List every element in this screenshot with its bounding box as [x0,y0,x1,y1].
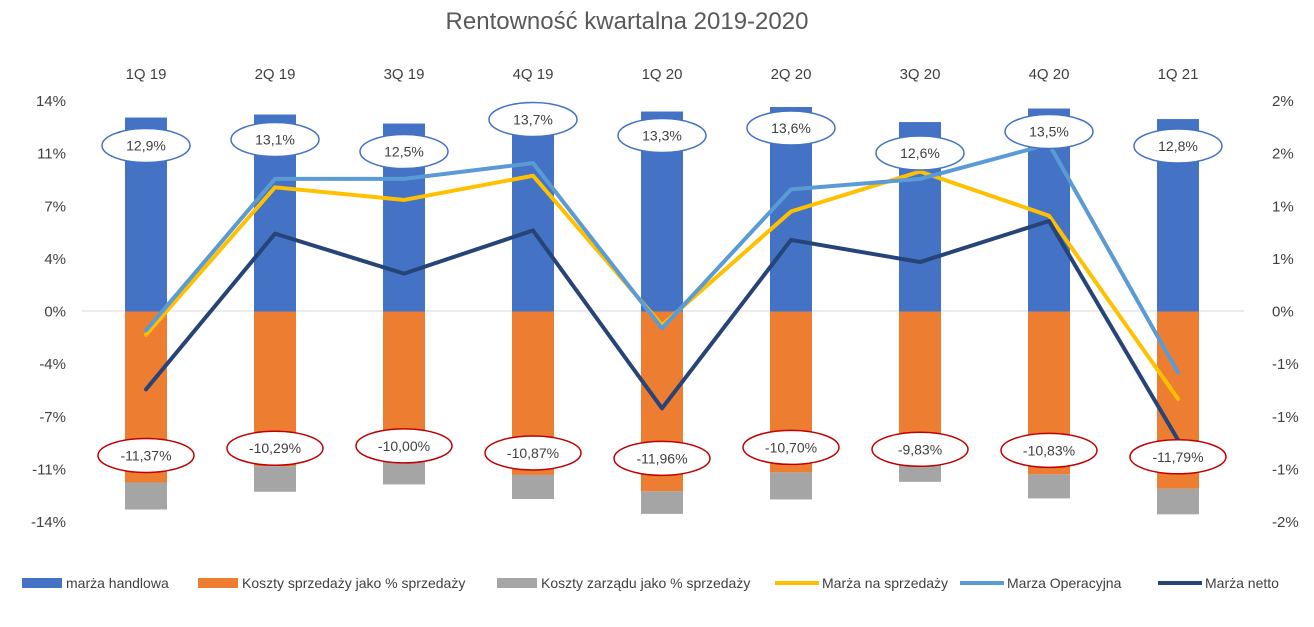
series-line [144,142,1180,375]
data-label: 12,9% [126,138,166,154]
category-label: 4Q 19 [513,66,554,83]
y-right-tick-label: 0% [1272,304,1294,321]
data-label: -10,83% [1023,442,1075,458]
y-right-tick-label: 2% [1272,146,1294,163]
y-left-tick-label: 4% [44,251,66,268]
data-label-bubble [1133,128,1223,164]
bar [125,482,167,510]
bar [1028,474,1070,499]
data-label-bubble [1004,113,1094,150]
y-left-tick-label: -11% [32,461,66,478]
data-label-bubble [617,117,707,154]
bar [383,461,425,485]
data-label-bubble [359,133,449,170]
data-label-bubble [871,431,969,468]
data-label-bubble [101,127,191,164]
y-left-tick-label: -14% [31,514,66,531]
y-right-tick-label: -1% [1272,409,1299,426]
data-label: 13,7% [513,112,553,128]
data-label: 12,6% [900,145,940,161]
data-label-bubble [742,429,840,466]
bar [641,491,683,514]
y-right-tick-label: -2% [1272,514,1299,531]
data-label: 13,3% [642,128,682,144]
y-left-tick-label: 7% [44,198,66,215]
y-left-tick-label: -7% [39,409,66,426]
data-label-bubble [355,428,453,464]
y-left-tick-label: 14% [36,93,66,110]
chart-title: Rentowność kwartalna 2019-2020 [446,8,809,35]
data-label: -9,83% [898,441,942,457]
data-label: -11,37% [120,447,171,463]
data-labels: 12,9% 13,1% 12,5% 13,7% 13,3% 13,6% 12,6% 13,5%… [97,101,1227,477]
data-label: 13,5% [1029,124,1069,140]
y-right-tick-label: 2% [1272,93,1294,110]
category-label: 4Q 20 [1029,66,1070,83]
category-label: 2Q 19 [255,66,296,83]
data-label: 12,5% [384,144,424,160]
legend-swatch [198,578,238,588]
data-label-bubble [97,437,195,474]
bar [512,105,554,312]
category-label: 1Q 21 [1158,66,1199,83]
data-label-bubble [1000,432,1098,469]
legend-swatch [22,578,62,588]
legend-label: Marza Operacyjna [1007,575,1122,591]
y-right-tick-label: 1% [1272,251,1294,268]
data-label-bubble [875,135,965,171]
bar [512,474,554,499]
right-axis: 2% 2% 1% 1% 0% -1% -1% -1% -2% [1272,93,1299,531]
category-label: 2Q 20 [771,66,812,83]
data-label-bubble [230,121,320,158]
legend-label: Marża na sprzedaży [822,575,948,591]
legend-label: marża handlowa [66,575,169,591]
data-label: -11,79% [1152,449,1203,465]
legend-swatch [497,578,537,588]
category-labels: 1Q 19 2Q 19 3Q 19 4Q 19 1Q 20 2Q 20 3Q 20 4Q 20… [126,66,1199,83]
y-right-tick-label: 1% [1272,198,1294,215]
legend-label: Marża netto [1205,575,1279,591]
data-label-bubble [746,110,836,146]
y-right-tick-label: -1% [1272,461,1299,478]
data-label: -10,87% [507,445,559,461]
y-left-tick-label: 0% [44,304,66,321]
bar [254,466,296,492]
data-label-bubble [613,440,711,477]
category-label: 1Q 20 [642,66,683,83]
data-label: -11,96% [636,450,687,466]
data-label: -10,00% [378,438,430,454]
data-label: 12,8% [1158,138,1198,154]
data-label: -10,70% [765,439,817,455]
data-label: 13,6% [771,120,811,136]
data-label-bubble [1129,439,1227,475]
data-label-bubble [488,101,578,138]
data-label-bubble [484,435,582,471]
legend-label: Koszty zarządu jako % sprzedaży [541,575,750,591]
category-label: 3Q 19 [384,66,425,83]
data-label: 13,1% [255,132,295,148]
y-right-tick-label: -1% [1272,356,1299,373]
legend-label: Koszty sprzedaży jako % sprzedaży [242,575,465,591]
y-left-tick-label: 11% [37,146,66,163]
lines [144,142,1180,442]
category-label: 1Q 19 [126,66,167,83]
data-label: -10,29% [249,440,301,456]
bar [770,472,812,500]
y-left-tick-label: -4% [39,356,66,373]
data-label-bubble [226,430,324,466]
legend: marża handlowa Koszty sprzedaży jako % sp… [22,575,1279,591]
bar [1157,488,1199,515]
series-line [144,218,1180,442]
left-axis: 14% 11% 7% 4% 0% -4% -7% -11% -14% [31,93,66,531]
category-label: 3Q 20 [900,66,941,83]
